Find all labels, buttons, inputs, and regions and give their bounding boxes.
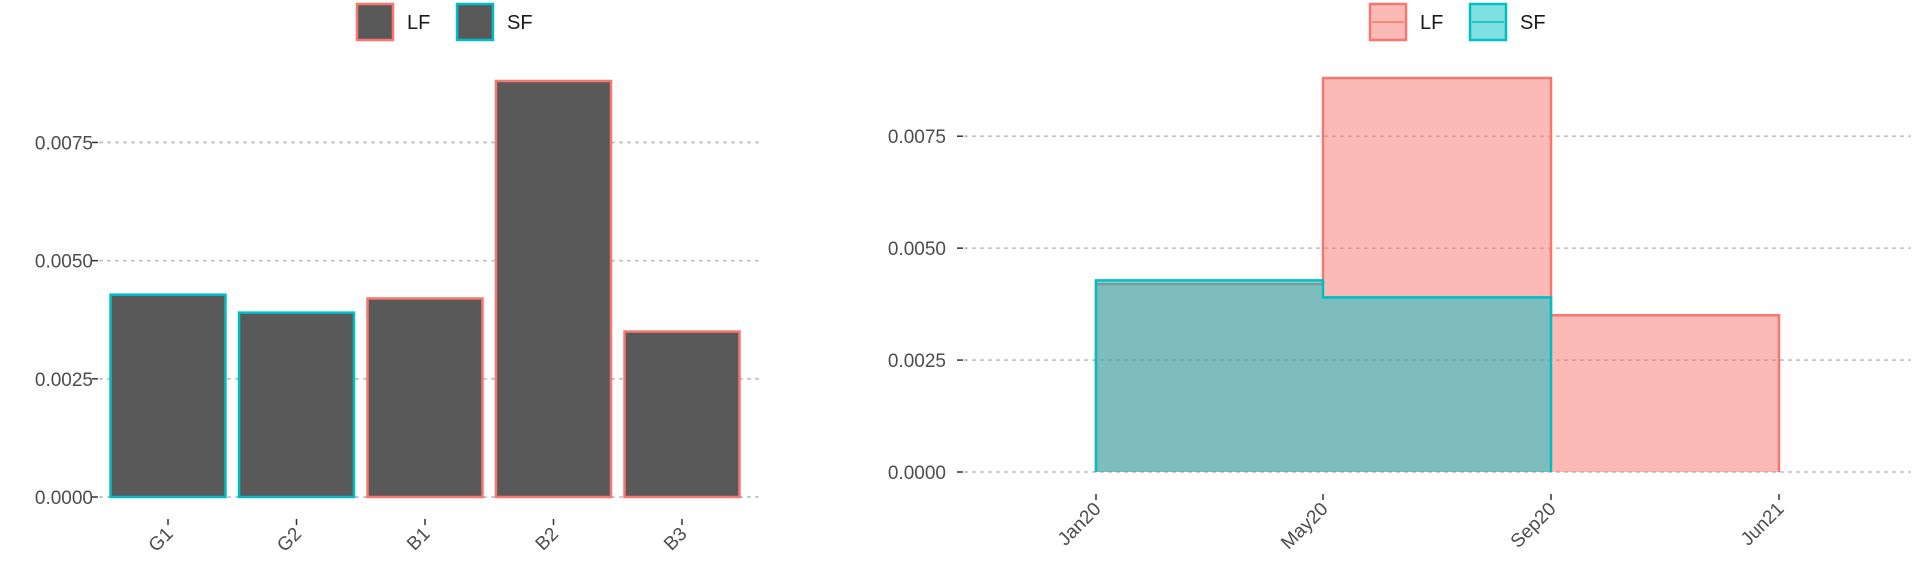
area-chart-areas [1094,76,1781,472]
area-chart-panel: LF SF 0.0000 0.0025 0.0050 0.0075 Jan20 May20… [888,2,1911,554]
x-tick-label-b2: B2 [532,524,563,555]
bar-g1 [109,293,227,499]
area-outline-sf [1094,279,1553,472]
bar-chart-bars [109,79,741,499]
y-tick-label: 0.0000 [888,463,946,484]
bar-chart-legend: LF SF [355,2,533,42]
y-tick-label: 0.0050 [888,239,946,260]
bar-b2 [494,79,613,499]
y-tick-label: 0.0075 [888,127,946,148]
y-tick-label: 0.0025 [888,351,946,372]
x-tick-label-g1: G1 [145,524,178,557]
area-segment-sf [1096,280,1323,472]
x-tick-label-jun21: Jun21 [1737,499,1788,550]
legend-swatch-sf [455,2,495,42]
area-chart-legend: LF SF [1368,2,1546,42]
area-segment-sf [1323,297,1551,472]
legend-label-lf: LF [1420,12,1443,34]
x-tick-label-b1: B1 [403,524,434,555]
legend-label-sf: SF [1520,12,1546,34]
legend-item-lf: LF [355,2,430,42]
legend-swatch-lf [355,2,395,42]
y-tick-label: 0.0075 [35,133,93,154]
x-tick-label-may20: May20 [1277,499,1332,554]
y-tick-label: 0.0000 [35,488,93,509]
area-chart-y-axis: 0.0000 0.0025 0.0050 0.0075 [888,127,963,484]
area-segment-lf [1551,315,1779,472]
legend-item-sf: SF [1468,2,1546,42]
y-tick-label: 0.0050 [35,252,93,273]
bar-chart-x-axis: G1 G2 B1 B2 B3 [145,519,692,556]
area-chart-x-axis: Jan20 May20 Sep20 Jun21 [1054,494,1789,554]
bar-g2 [237,311,356,499]
bar-chart-panel: LF SF 0.0000 0.0025 0.0050 0.0075 G1 G2 B1 B2 B3 [35,2,761,556]
x-tick-label-g2: G2 [273,524,306,557]
legend-item-sf: SF [455,2,533,42]
legend-label-lf: LF [407,12,430,34]
bar-b1 [366,297,484,499]
legend-item-lf: LF [1368,2,1443,42]
x-tick-label-sep20: Sep20 [1507,499,1561,553]
legend-label-sf: SF [507,12,533,34]
bar-chart-y-axis: 0.0000 0.0025 0.0050 0.0075 [35,133,98,509]
y-tick-label: 0.0025 [35,370,93,391]
x-tick-label-jan20: Jan20 [1054,499,1105,550]
bar-b3 [623,330,741,499]
x-tick-label-b3: B3 [660,524,691,555]
